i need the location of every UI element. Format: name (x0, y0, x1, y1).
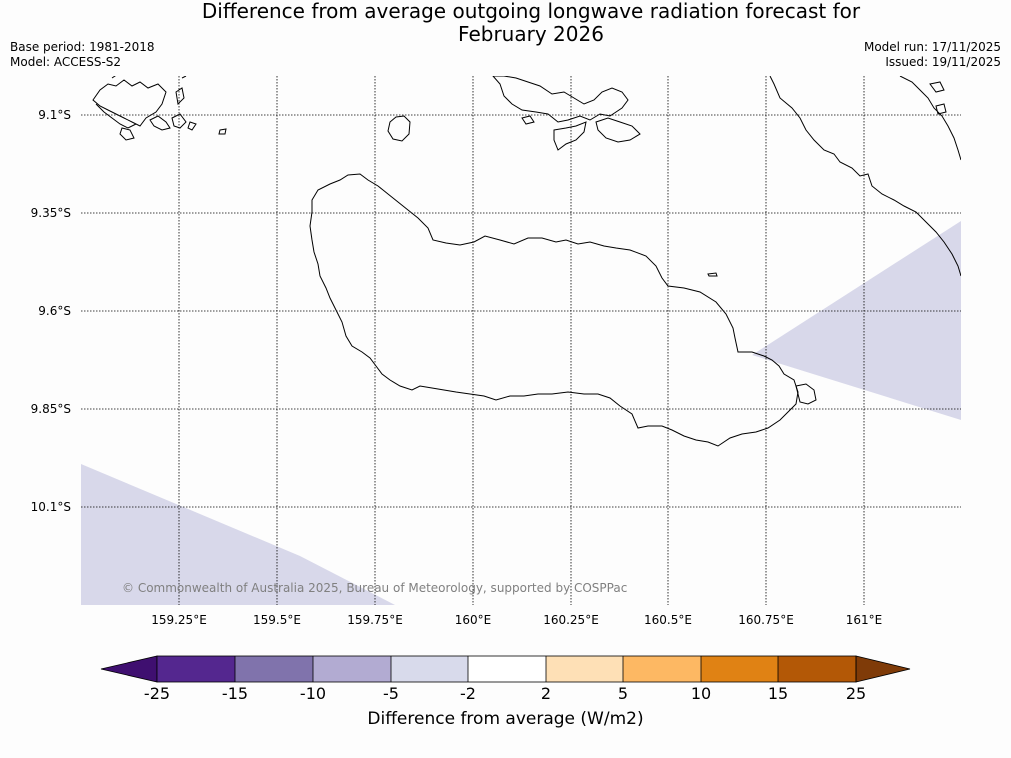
lat-label: 9.85°S (31, 402, 71, 416)
copyright-notice: © Commonwealth of Australia 2025, Bureau… (122, 581, 627, 595)
colorbar-extend-low (100, 655, 158, 683)
coastline-florida-islands (492, 76, 641, 151)
colorbar-ticks: -25 -15 -10 -5 -2 2 5 10 15 25 (144, 684, 866, 703)
colorbar-extend-high (855, 655, 911, 683)
colorbar-segment (235, 656, 313, 682)
issued-date: Issued: 19/11/2025 (885, 55, 1001, 69)
model-name: Model: ACCESS-S2 (10, 55, 122, 69)
colorbar: -25 -15 -10 -5 -2 2 5 10 15 25 (100, 655, 911, 703)
model-run: Model run: 17/11/2025 (863, 40, 1001, 54)
colorbar-segment (157, 656, 235, 682)
meta-left: Base period: 1981-2018 Model: ACCESS-S2 (10, 40, 155, 70)
lon-label: 160.75°E (738, 613, 794, 627)
colorbar-tick: 2 (541, 684, 551, 703)
coastline-islet-north (387, 115, 411, 142)
colorbar-tick: 25 (846, 684, 866, 703)
lat-label: 9.6°S (38, 304, 71, 318)
meta-right: Model run: 17/11/2025 Issued: 19/11/2025 (864, 40, 1001, 70)
lat-labels: 9.1°S 9.35°S 9.6°S 9.85°S 10.1°S (31, 108, 71, 514)
colorbar-tick: -5 (383, 684, 399, 703)
colorbar-dividers (234, 656, 779, 682)
colorbar-segment (546, 656, 623, 682)
coastline-guadalcanal (309, 173, 799, 447)
colorbar-tick: 15 (768, 684, 788, 703)
lon-label: 159.75°E (347, 613, 403, 627)
coastline-islet-east (707, 272, 718, 277)
coastline-russell-islands (92, 76, 227, 141)
lon-label: 160.5°E (644, 613, 692, 627)
lat-label: 10.1°S (31, 500, 71, 514)
anomaly-region-east (752, 221, 961, 420)
gridlines (81, 76, 961, 605)
lon-label: 161°E (846, 613, 883, 627)
colorbar-label: Difference from average (W/m2) (367, 709, 644, 729)
lon-label: 159.25°E (151, 613, 207, 627)
base-period: Base period: 1981-2018 (10, 40, 155, 54)
colorbar-segment (778, 656, 856, 682)
colorbar-tick: -2 (460, 684, 476, 703)
lat-label: 9.35°S (31, 206, 71, 220)
lat-label: 9.1°S (38, 108, 71, 122)
colorbar-segment (313, 656, 391, 682)
coastline-islet-southeast (795, 383, 817, 405)
chart-title: Difference from average outgoing longwav… (0, 0, 1011, 46)
lon-label: 159.5°E (253, 613, 301, 627)
colorbar-tick: 10 (691, 684, 711, 703)
title-line-2: February 2026 (458, 22, 604, 46)
colorbar-tick: -10 (300, 684, 326, 703)
colorbar-tick: -25 (144, 684, 170, 703)
lon-label: 160.25°E (543, 613, 599, 627)
colorbar-tick: -15 (222, 684, 248, 703)
title-line-1: Difference from average outgoing longwav… (201, 0, 861, 23)
colorbar-segment (468, 656, 546, 682)
colorbar-segment (391, 656, 468, 682)
lon-labels: 159.25°E 159.5°E 159.75°E 160°E 160.25°E… (151, 613, 882, 627)
colorbar-tick: 5 (618, 684, 628, 703)
colorbar-segment (623, 656, 701, 682)
colorbar-segment (701, 656, 778, 682)
lon-label: 160°E (455, 613, 492, 627)
anomaly-region-southwest (81, 464, 395, 605)
colorbar-outline (156, 655, 857, 683)
